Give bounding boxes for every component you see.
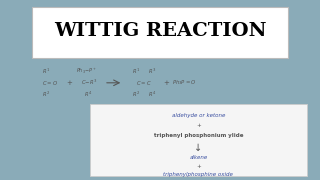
FancyBboxPatch shape xyxy=(90,104,307,176)
Text: $\mathit{R}^2$: $\mathit{R}^2$ xyxy=(42,90,51,99)
FancyBboxPatch shape xyxy=(32,7,288,58)
Text: triphenylphosphine oxide: triphenylphosphine oxide xyxy=(164,172,233,177)
Text: alkene: alkene xyxy=(189,155,208,160)
Text: $\mathit{R}^4$: $\mathit{R}^4$ xyxy=(148,90,156,99)
Text: ↓: ↓ xyxy=(194,143,203,153)
Text: $\mathit{R}^3$: $\mathit{R}^3$ xyxy=(148,66,156,76)
Text: $\mathit{R}^2$: $\mathit{R}^2$ xyxy=(132,90,140,99)
Text: WITTIG REACTION: WITTIG REACTION xyxy=(54,22,266,40)
Text: $\mathit{R}^1$: $\mathit{R}^1$ xyxy=(132,66,140,76)
Text: $\mathit{R}^1$: $\mathit{R}^1$ xyxy=(42,66,51,76)
Text: $\mathit{C}{-}\mathit{R}^3$: $\mathit{C}{-}\mathit{R}^3$ xyxy=(82,78,98,87)
Text: +: + xyxy=(196,164,201,169)
Text: aldehyde or ketone: aldehyde or ketone xyxy=(172,113,225,118)
Text: $Ph_3{-}P^+$: $Ph_3{-}P^+$ xyxy=(76,66,97,76)
Text: $\mathit{C}{=}O$: $\mathit{C}{=}O$ xyxy=(42,79,58,87)
Text: $\mathit{C}{=}\mathit{C}$: $\mathit{C}{=}\mathit{C}$ xyxy=(136,79,152,87)
Text: +: + xyxy=(196,123,201,128)
Text: +: + xyxy=(66,80,72,86)
Text: +: + xyxy=(163,80,169,86)
Text: triphenyl phosphonium ylide: triphenyl phosphonium ylide xyxy=(154,132,243,138)
Text: $Ph_3P{=}O$: $Ph_3P{=}O$ xyxy=(172,78,196,87)
Text: $\mathit{R}^4$: $\mathit{R}^4$ xyxy=(84,90,92,99)
